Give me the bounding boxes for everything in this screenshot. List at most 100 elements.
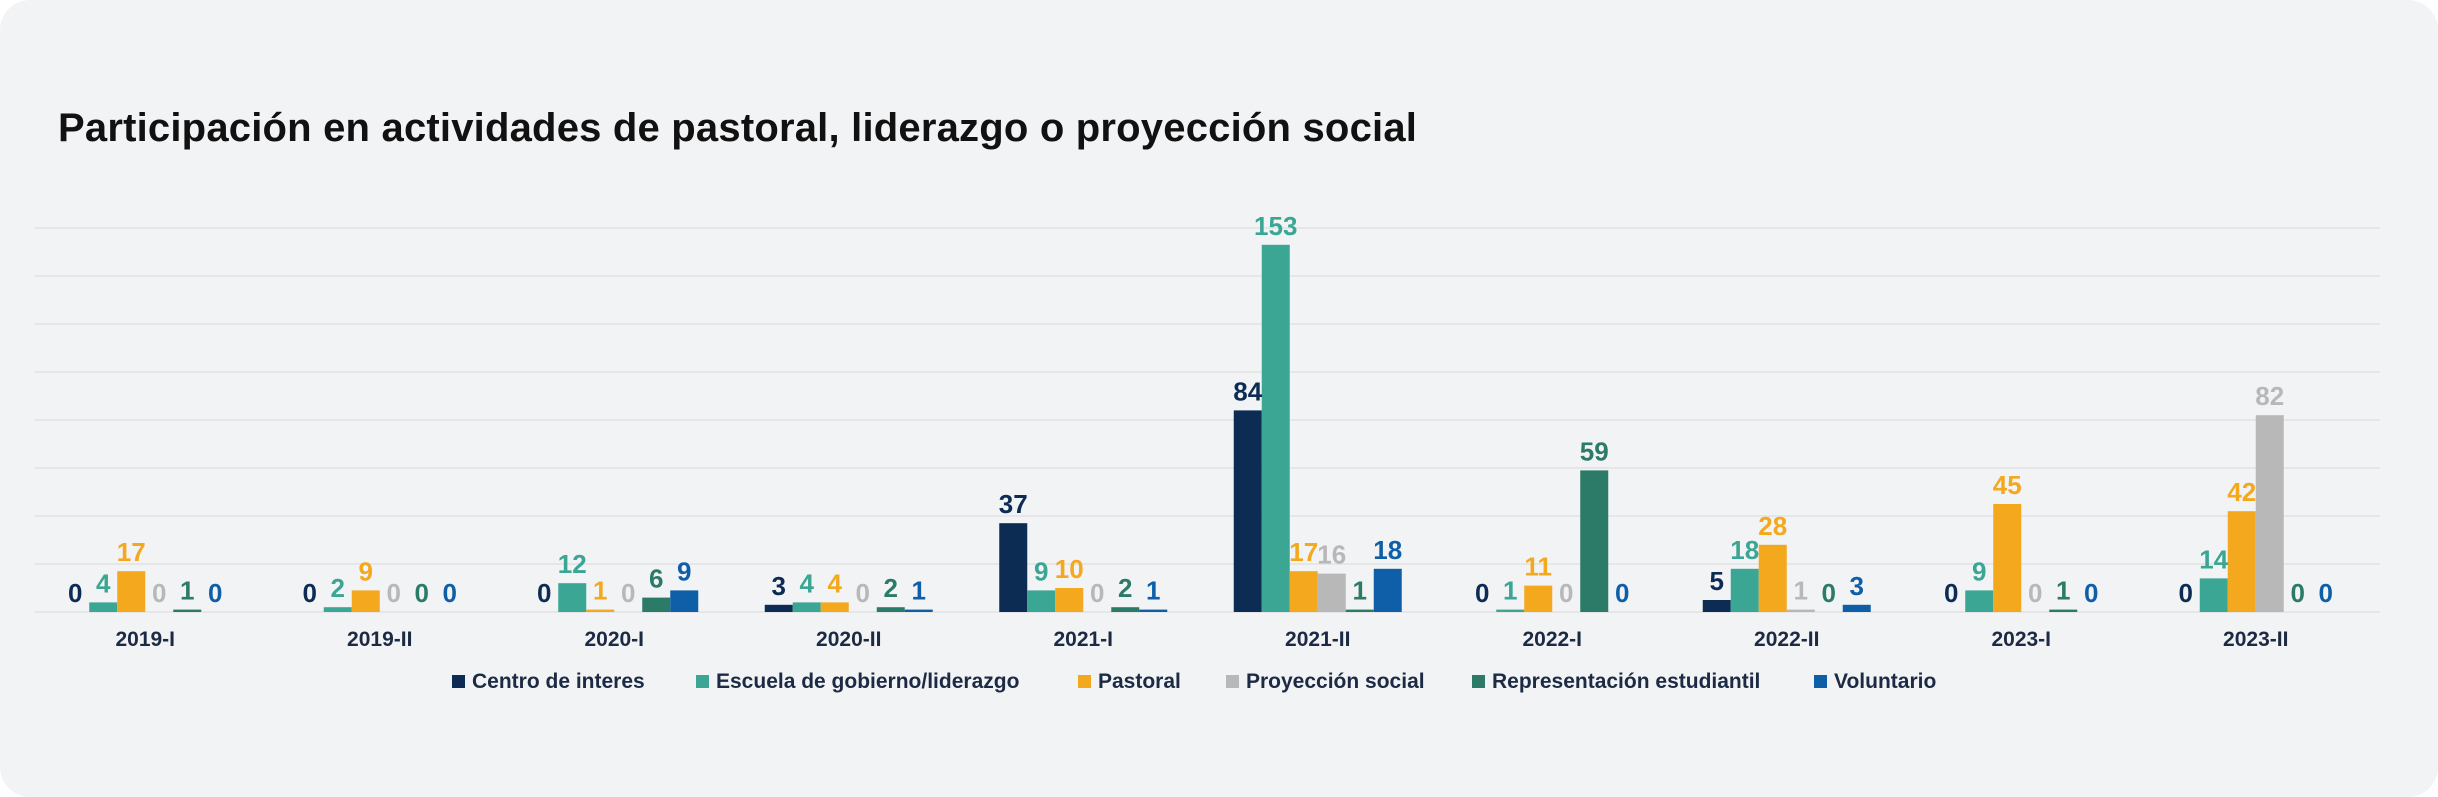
legend: Centro de interes Escuela de gobierno/lid… (452, 670, 1936, 693)
bar (1580, 470, 1609, 612)
x-tick-label: 2019-II (347, 628, 412, 651)
data-label: 12 (558, 549, 587, 579)
data-label: 0 (2291, 578, 2305, 608)
data-label: 28 (1758, 511, 1787, 541)
data-label: 0 (1090, 578, 1104, 608)
bar (904, 609, 933, 612)
data-label: 153 (1254, 211, 1297, 241)
data-label: 18 (1373, 535, 1402, 565)
chart-title: Participación en actividades de pastoral… (58, 106, 1418, 150)
legend-swatch (1078, 675, 1091, 688)
bar (1373, 568, 1402, 612)
data-label: 0 (1822, 578, 1836, 608)
bar (1027, 590, 1056, 612)
data-label: 3 (772, 571, 786, 601)
data-label: 0 (415, 578, 429, 608)
x-tick-label: 2019-I (115, 628, 175, 651)
legend-label: Escuela de gobierno/liderazgo (716, 670, 1019, 693)
bar (1993, 504, 2022, 612)
data-label: 0 (1475, 578, 1489, 608)
legend-item: Representación estudiantil (1472, 670, 1760, 693)
data-label: 4 (828, 568, 843, 598)
bar (2199, 578, 2228, 612)
data-label: 2 (331, 573, 345, 603)
x-tick-label: 2022-I (1522, 628, 1582, 651)
data-label: 9 (359, 556, 373, 586)
data-label: 59 (1580, 436, 1609, 466)
x-tick-label: 2023-II (2223, 628, 2288, 651)
data-label: 0 (208, 578, 222, 608)
legend-label: Centro de interes (472, 670, 645, 693)
bar (323, 607, 352, 612)
legend-label: Voluntario (1834, 670, 1936, 693)
data-label: 0 (2319, 578, 2333, 608)
legend-item: Centro de interes (452, 670, 645, 693)
bar (1233, 410, 1262, 612)
legend-swatch (1226, 675, 1239, 688)
bar (2255, 415, 2284, 612)
data-label: 0 (152, 578, 166, 608)
bar (1139, 609, 1168, 612)
data-label: 2 (884, 573, 898, 603)
x-tick-label: 2023-I (1991, 628, 2051, 651)
data-label: 5 (1710, 566, 1724, 596)
bar (642, 597, 671, 612)
legend-label: Proyección social (1246, 670, 1425, 693)
data-label: 6 (649, 564, 663, 594)
bar (1055, 588, 1084, 612)
bar (1758, 544, 1787, 612)
bar (1842, 604, 1871, 612)
data-label: 84 (1233, 376, 1262, 406)
legend-item: Proyección social (1226, 670, 1425, 693)
data-label: 42 (2227, 477, 2256, 507)
data-label: 45 (1993, 470, 2022, 500)
bar (1289, 571, 1318, 612)
data-label: 1 (1146, 576, 1160, 606)
gridlines (35, 227, 2380, 613)
data-label: 1 (912, 576, 926, 606)
data-label: 4 (800, 568, 815, 598)
data-label: 1 (593, 576, 607, 606)
legend-item: Pastoral (1078, 670, 1181, 693)
bar (351, 590, 380, 612)
data-label: 2 (1118, 573, 1132, 603)
x-axis-tick-labels: 2019-I 2019-II 2020-I 2020-II 2021-I 2021-II 2… (115, 628, 2288, 651)
data-label: 11 (1525, 552, 1553, 582)
data-label: 10 (1055, 554, 1084, 584)
data-label: 18 (1730, 535, 1759, 565)
bar (1965, 590, 1994, 612)
data-label: 0 (2179, 578, 2193, 608)
legend-label: Pastoral (1098, 670, 1181, 693)
data-label: 0 (303, 578, 317, 608)
x-tick-label: 2020-I (584, 628, 644, 651)
bar (1317, 573, 1346, 612)
data-label: 0 (1944, 578, 1958, 608)
data-label: 17 (1289, 537, 1318, 567)
data-label: 1 (1353, 576, 1367, 606)
legend-swatch (1814, 675, 1827, 688)
data-label: 0 (387, 578, 401, 608)
bars (89, 244, 2284, 613)
bar (1730, 568, 1759, 612)
bar (2227, 511, 2256, 612)
x-tick-label: 2022-II (1754, 628, 1819, 651)
bar (670, 590, 699, 612)
data-label: 1 (2056, 576, 2070, 606)
data-label: 0 (1559, 578, 1573, 608)
data-label: 0 (2028, 578, 2042, 608)
bar (1702, 600, 1731, 612)
data-label: 4 (96, 568, 111, 598)
data-label: 16 (1317, 540, 1346, 570)
data-label: 9 (677, 556, 691, 586)
bar (117, 571, 146, 612)
x-tick-label: 2021-I (1053, 628, 1113, 651)
bar (586, 609, 615, 612)
data-label: 14 (2199, 544, 2228, 574)
bar (792, 602, 821, 612)
bar (1111, 607, 1140, 612)
data-label: 82 (2255, 381, 2284, 411)
data-label: 0 (856, 578, 870, 608)
